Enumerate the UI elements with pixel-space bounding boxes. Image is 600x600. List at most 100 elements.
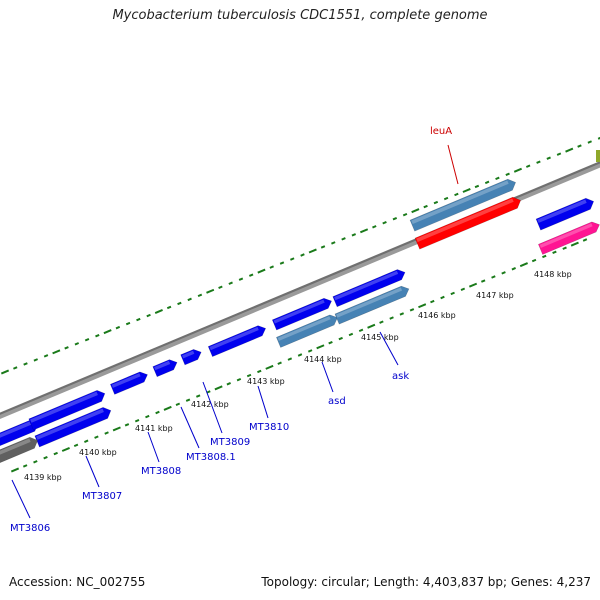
inner-dot bbox=[145, 414, 150, 419]
outer-dot bbox=[146, 313, 151, 318]
gene-block bbox=[152, 359, 178, 378]
gene-leader-line bbox=[257, 385, 269, 419]
outer-dot bbox=[320, 245, 326, 249]
outer-dot-track bbox=[0, 136, 600, 375]
tick-label: 4145 kbp bbox=[361, 333, 399, 342]
inner-dot bbox=[348, 332, 354, 337]
inner-dot bbox=[328, 340, 333, 345]
inner-dot bbox=[570, 241, 579, 247]
inner-dot bbox=[185, 398, 191, 402]
gene-block bbox=[207, 325, 267, 357]
inner-dot bbox=[73, 443, 79, 448]
gene-label: MT3810 bbox=[249, 422, 289, 433]
outer-dot bbox=[84, 338, 90, 342]
inner-dot bbox=[22, 464, 28, 468]
outer-dot bbox=[269, 265, 274, 269]
gene-labels: MT3806 MT3807 MT3808 MT3808.1 MT3809 MT3810 as… bbox=[10, 126, 459, 534]
inner-dot bbox=[104, 431, 109, 435]
inner-dot bbox=[226, 382, 231, 386]
inner-dot bbox=[155, 410, 160, 415]
tick-label: 4147 kbp bbox=[476, 291, 514, 300]
pink-block bbox=[538, 221, 600, 255]
outer-dot bbox=[103, 329, 112, 335]
inner-dot bbox=[214, 385, 223, 391]
outer-dot bbox=[411, 208, 420, 214]
inner-dot bbox=[468, 282, 478, 288]
gene-leader-line bbox=[379, 331, 399, 366]
outer-dot bbox=[484, 180, 490, 185]
outer-dot bbox=[341, 237, 346, 241]
outer-dot bbox=[359, 228, 369, 234]
accession-text: Accession: NC_002755 bbox=[9, 575, 146, 589]
tick-label: 4139 kbp bbox=[24, 473, 62, 482]
inner-dot bbox=[480, 279, 486, 283]
outer-dot bbox=[257, 268, 266, 274]
outer-dot bbox=[372, 225, 377, 229]
inner-dot bbox=[430, 299, 435, 304]
inner-dot bbox=[195, 394, 201, 398]
outer-dot bbox=[136, 317, 141, 322]
outer-dot bbox=[23, 362, 28, 366]
gene-label: leuA bbox=[430, 126, 452, 137]
gene-block bbox=[28, 390, 106, 431]
inner-dot bbox=[134, 419, 140, 423]
inner-dot bbox=[511, 267, 516, 271]
outer-dot bbox=[308, 248, 317, 254]
tick-labels: 4139 kbp 4140 kbp 4141 kbp 4142 kbp 4143 kbp… bbox=[24, 270, 572, 482]
inner-dot bbox=[531, 258, 537, 263]
inner-dot bbox=[460, 287, 466, 291]
outer-dot bbox=[525, 164, 531, 168]
outer-dot bbox=[248, 273, 254, 277]
outer-dot bbox=[505, 172, 510, 177]
inner-dot bbox=[450, 291, 455, 296]
inner-dot bbox=[316, 344, 325, 350]
outer-dot bbox=[331, 241, 336, 245]
outer-dot bbox=[513, 167, 523, 173]
inner-dot bbox=[163, 405, 172, 411]
gene-label: MT3808.1 bbox=[186, 452, 236, 463]
inner-dot bbox=[257, 369, 262, 374]
outer-dot bbox=[351, 233, 357, 237]
outer-dot bbox=[154, 309, 163, 314]
inner-dot bbox=[246, 373, 252, 378]
inner-dot bbox=[175, 402, 181, 406]
outer-dot bbox=[125, 321, 131, 326]
genome-stats-text: Topology: circular; Length: 4,403,837 bp… bbox=[261, 575, 591, 589]
gene-block-light bbox=[334, 285, 410, 325]
gene-leader-line bbox=[147, 431, 160, 463]
inner-dot bbox=[491, 275, 496, 279]
tick-label: 4146 kbp bbox=[418, 311, 456, 320]
inner-dot bbox=[501, 271, 506, 275]
tick-label: 4144 kbp bbox=[304, 355, 342, 364]
outer-dot bbox=[382, 221, 387, 225]
inner-dot bbox=[61, 446, 70, 452]
outer-dot bbox=[52, 349, 61, 355]
outer-dot bbox=[228, 281, 233, 285]
outer-dot bbox=[64, 346, 69, 350]
gene-leader-line bbox=[85, 455, 100, 488]
inner-dot bbox=[307, 349, 313, 353]
outer-dot bbox=[577, 144, 582, 148]
inner-dot bbox=[124, 423, 130, 427]
inner-dot bbox=[53, 451, 58, 456]
inner-dot bbox=[358, 328, 364, 333]
gene-label: MT3808 bbox=[141, 466, 181, 477]
gene-label: ask bbox=[392, 371, 409, 382]
outer-dot bbox=[206, 288, 215, 294]
outer-dot bbox=[474, 184, 480, 189]
outer-dot bbox=[433, 200, 439, 205]
inner-dot bbox=[112, 426, 121, 432]
inner-dot bbox=[542, 254, 547, 259]
inner-dot bbox=[84, 439, 89, 443]
gene-block bbox=[271, 297, 332, 331]
outer-dot bbox=[536, 160, 541, 164]
inner-dot bbox=[418, 303, 427, 309]
outer-dot bbox=[556, 152, 562, 156]
gene-leader-line bbox=[321, 361, 334, 393]
outer-dot bbox=[0, 369, 10, 375]
inner-dot bbox=[277, 361, 282, 365]
outer-dot bbox=[587, 140, 592, 144]
inner-dot bbox=[297, 353, 303, 357]
inner-dot bbox=[399, 312, 405, 316]
gene-block bbox=[110, 371, 148, 395]
